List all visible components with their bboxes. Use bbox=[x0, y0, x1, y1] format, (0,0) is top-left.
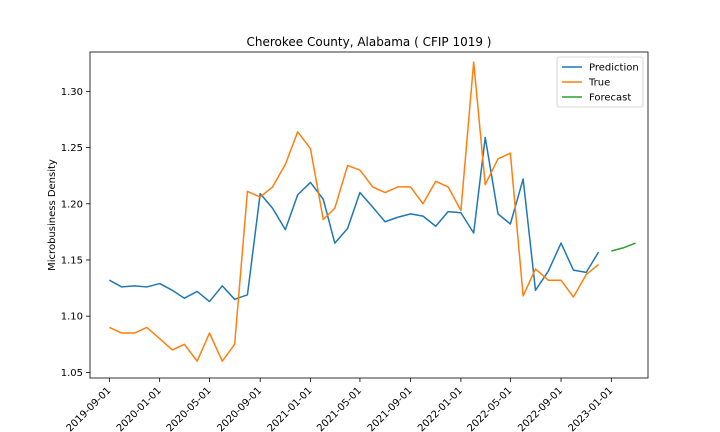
y-tick-label: 1.30 bbox=[61, 87, 83, 98]
chart-title: Cherokee County, Alabama ( CFIP 1019 ) bbox=[247, 35, 492, 49]
legend-box bbox=[556, 56, 644, 108]
series-line-true bbox=[109, 61, 600, 362]
series-line-prediction bbox=[109, 136, 600, 303]
plot-area bbox=[109, 61, 636, 362]
y-tick-label: 1.15 bbox=[61, 255, 83, 266]
axes-frame bbox=[89, 51, 649, 379]
legend-label: Prediction bbox=[589, 63, 639, 74]
legend-label: Forecast bbox=[589, 93, 631, 104]
y-tick-label: 1.05 bbox=[61, 368, 83, 379]
y-axis-label: Microbusiness Density bbox=[47, 159, 58, 271]
legend-label: True bbox=[588, 78, 610, 89]
y-tick-label: 1.10 bbox=[61, 312, 83, 323]
series-line-forecast bbox=[611, 242, 636, 252]
legend: Prediction True Forecast bbox=[556, 56, 644, 108]
y-tick-label: 1.25 bbox=[61, 143, 83, 154]
y-tick-label: 1.20 bbox=[61, 199, 83, 210]
